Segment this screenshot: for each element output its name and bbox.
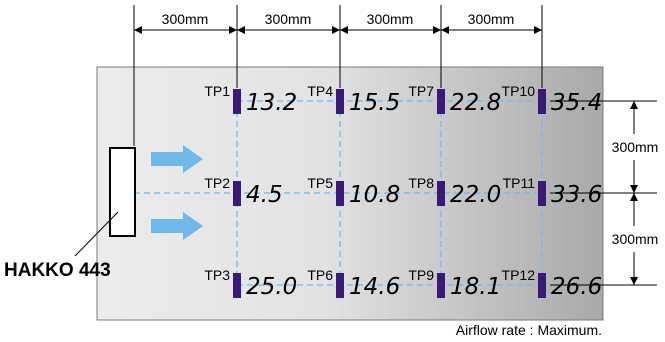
test-point-label: TP5: [307, 175, 333, 191]
dimension-label-top: 300mm: [162, 11, 209, 27]
test-point-label: TP9: [408, 267, 434, 283]
test-point-label: TP11: [503, 175, 536, 191]
temperature-reading: 15.5: [349, 90, 400, 116]
temperature-reading: 10.8: [349, 182, 400, 208]
temperature-reading: 22.8: [450, 90, 501, 116]
sensor-marker: [233, 181, 241, 206]
temperature-reading: 4.5: [246, 182, 283, 208]
sensor-marker: [336, 273, 344, 298]
sensor-marker: [437, 89, 445, 114]
sensor-marker: [233, 273, 241, 298]
device-nozzle: [109, 147, 136, 237]
sensor-marker: [437, 181, 445, 206]
dimension-label-top: 300mm: [468, 11, 515, 27]
sensor-marker: [233, 89, 241, 114]
test-point-label: TP6: [307, 267, 333, 283]
test-point-label: TP7: [408, 83, 434, 99]
dimension-label-top: 300mm: [367, 11, 414, 27]
dimension-label-right: 300mm: [612, 139, 659, 155]
footnote: Airflow rate : Maximum.: [456, 322, 602, 338]
temperature-reading: 35.4: [551, 90, 602, 116]
sensor-marker: [538, 89, 546, 114]
airflow-arrow-icon: [151, 212, 203, 240]
sensor-marker: [538, 181, 546, 206]
test-point-label: TP3: [204, 267, 230, 283]
temperature-reading: 22.0: [450, 182, 501, 208]
temperature-reading: 33.6: [551, 182, 602, 208]
temperature-reading: 18.1: [450, 274, 501, 300]
test-point-label: TP2: [204, 175, 230, 191]
test-point-label: TP10: [502, 83, 536, 99]
temperature-reading: 26.6: [551, 274, 602, 300]
test-point-label: TP1: [204, 83, 230, 99]
right-extension-lines: [550, 100, 657, 286]
sensor-marker: [336, 89, 344, 114]
test-points: TP1 13.2 TP4 15.5 TP7 22.8 TP10 35.4 TP2 4.5 TP5 10…: [204, 83, 602, 300]
dimension-label-top: 300mm: [265, 11, 312, 27]
device-label: HAKKO 443: [4, 260, 111, 281]
device-leader-line: [74, 211, 119, 257]
airflow-arrow-icon: [151, 145, 203, 173]
sensor-marker: [336, 181, 344, 206]
sensor-marker: [538, 273, 546, 298]
test-point-label: TP4: [307, 83, 333, 99]
temperature-reading: 14.6: [349, 274, 400, 300]
dimension-label-right: 300mm: [612, 231, 659, 247]
test-point-label: TP12: [502, 267, 536, 283]
test-point-label: TP8: [408, 175, 434, 191]
temperature-reading: 25.0: [246, 274, 297, 300]
sensor-marker: [437, 273, 445, 298]
temperature-reading: 13.2: [246, 90, 297, 116]
